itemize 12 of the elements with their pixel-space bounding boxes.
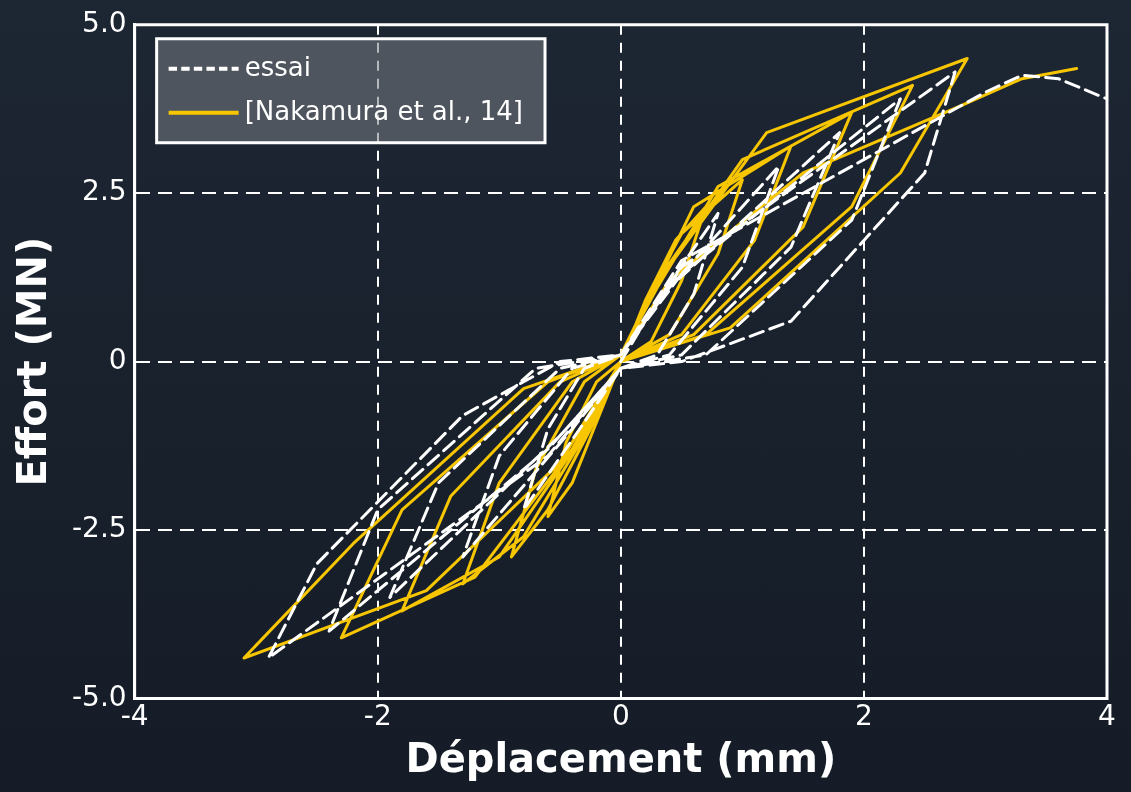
x-tick-label: -2 <box>363 699 392 733</box>
x-axis-title: Déplacement (mm) <box>405 735 837 782</box>
y-tick-label: 5.0 <box>82 6 127 40</box>
legend-label: essai <box>244 51 311 82</box>
x-tick-label: 4 <box>1098 699 1116 733</box>
y-tick-label: 2.5 <box>82 174 127 208</box>
x-tick-label: 0 <box>611 699 630 733</box>
y-tick-label: -2.5 <box>71 511 127 545</box>
x-tick-label: 2 <box>854 699 873 733</box>
legend-label: [Nakamura et al., 14] <box>244 95 524 126</box>
y-tick-label: 0 <box>108 342 127 376</box>
y-axis-title: Effort (MN) <box>9 236 56 487</box>
